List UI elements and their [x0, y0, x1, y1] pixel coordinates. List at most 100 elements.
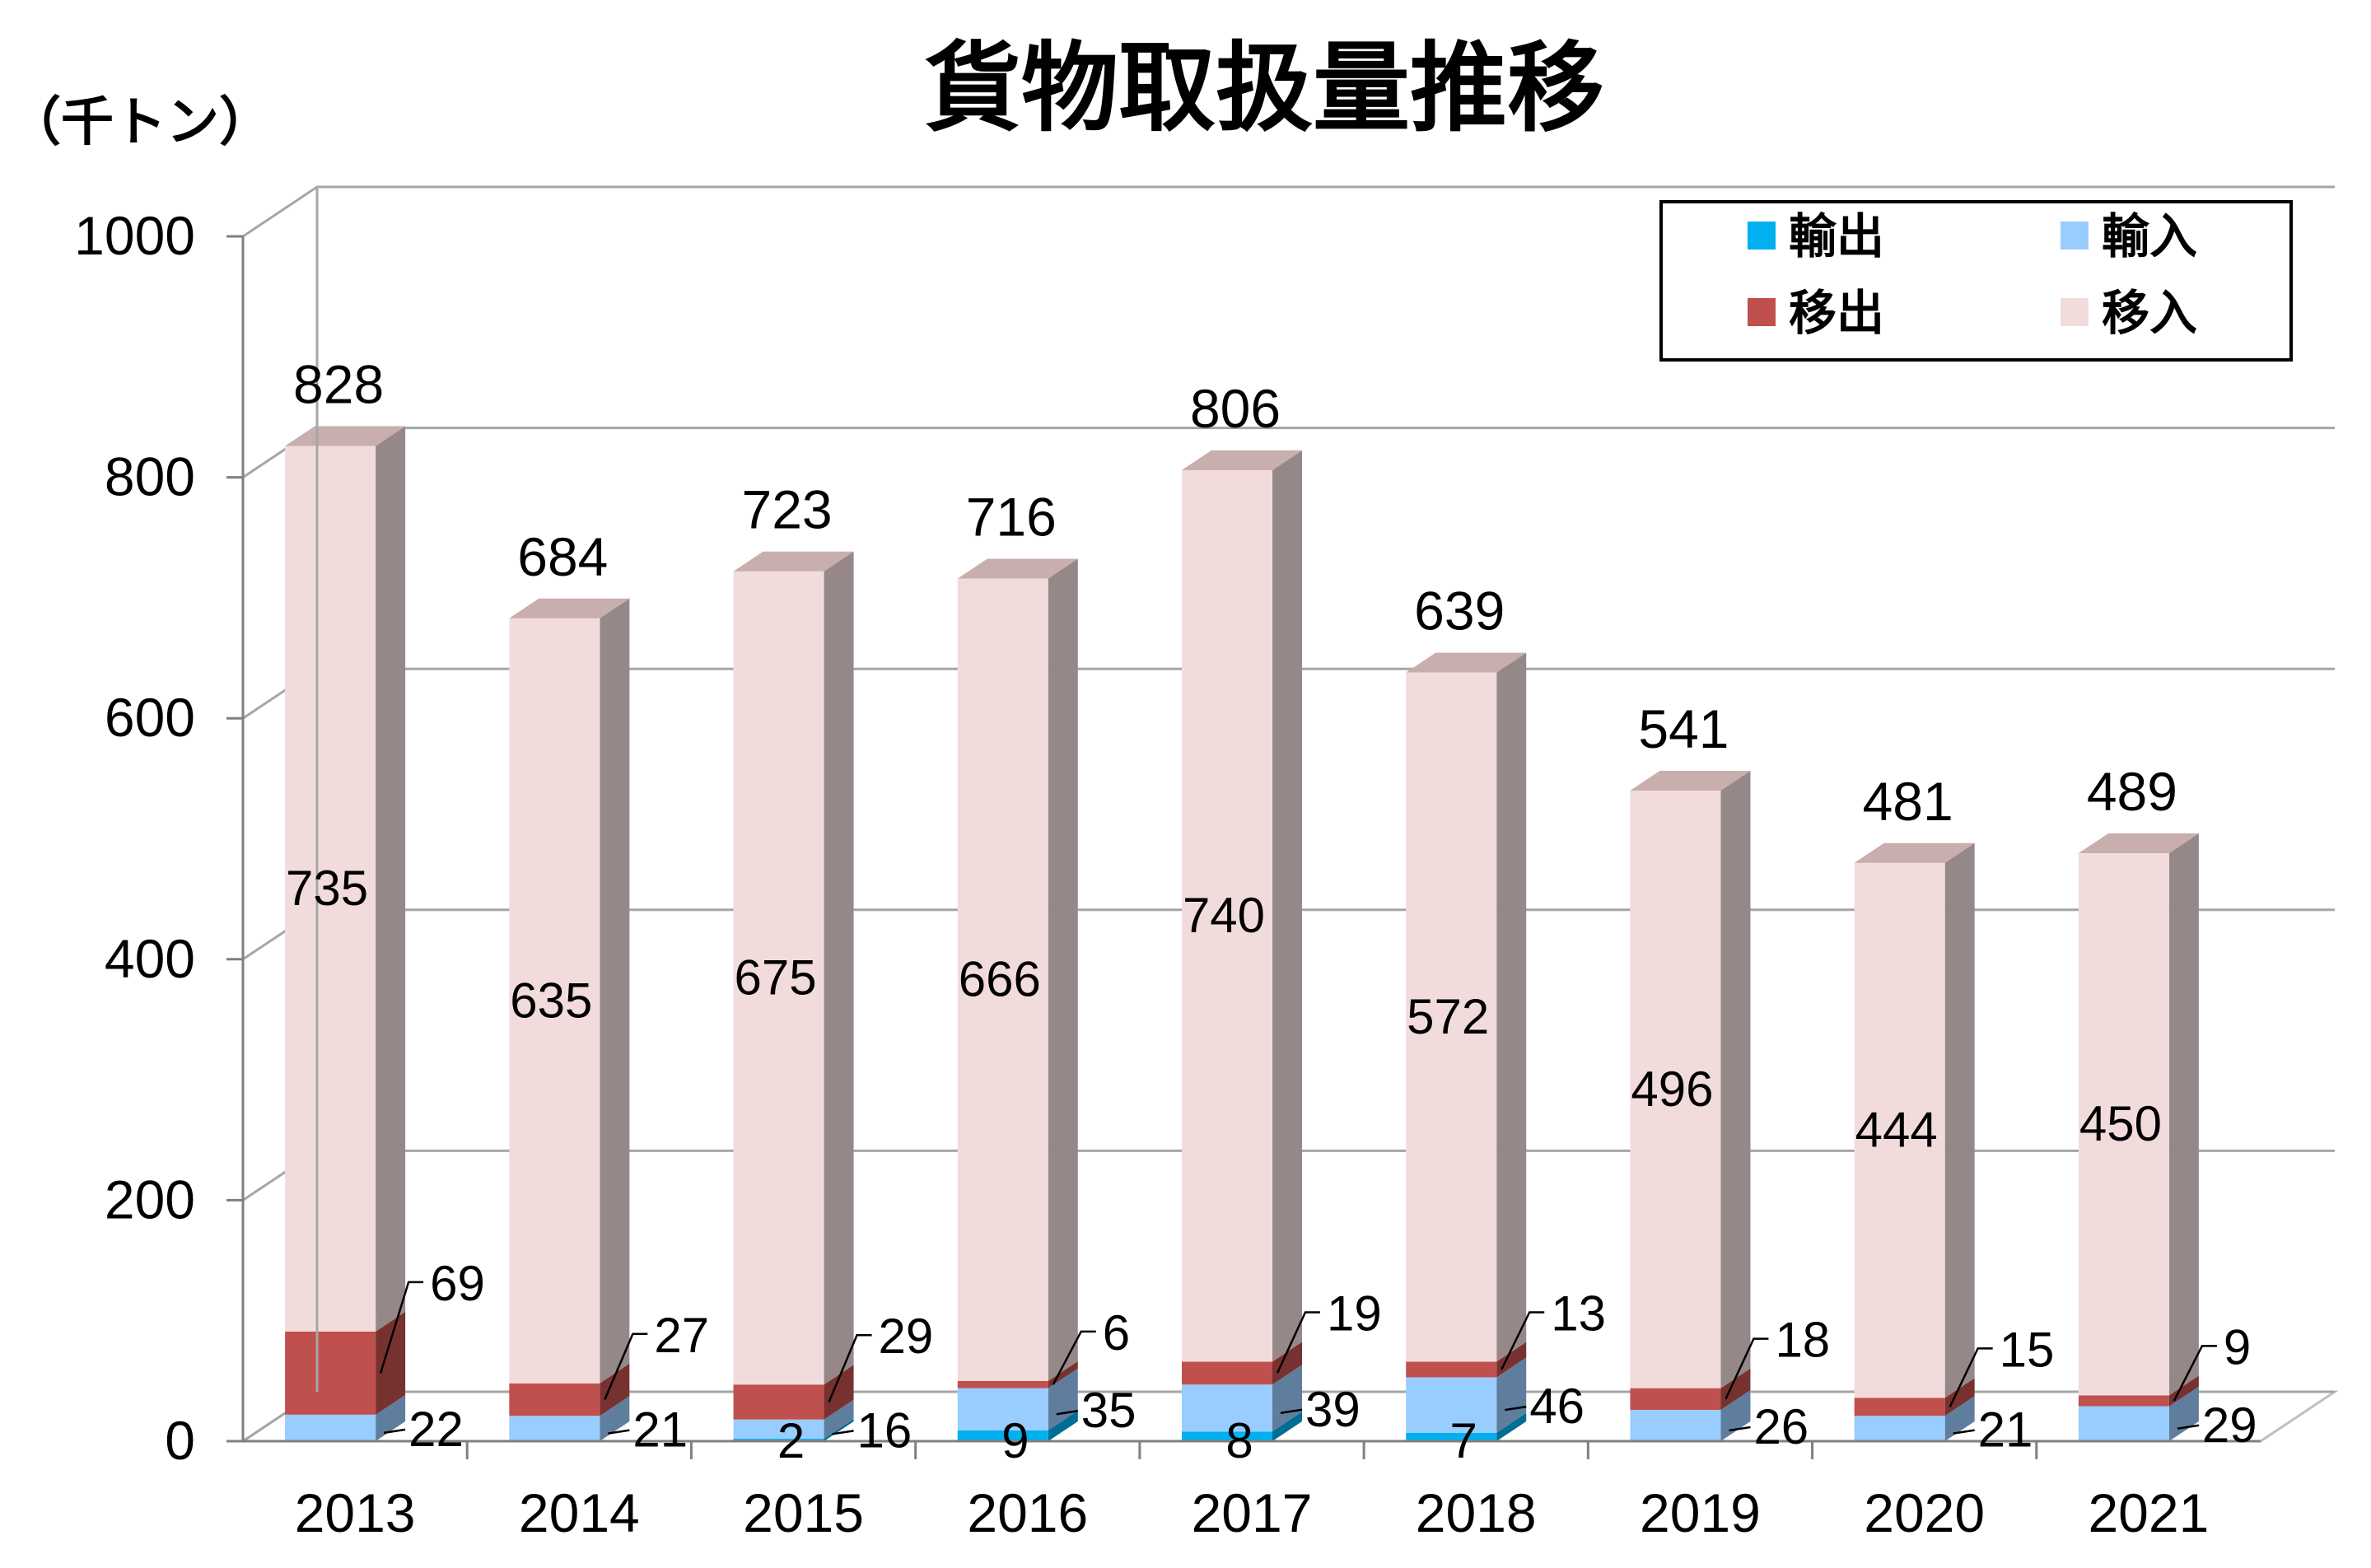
y-tick-label-200: 200 [105, 1169, 195, 1230]
bar-2017-top [1182, 450, 1302, 470]
leader-2017-import [1280, 1408, 1303, 1415]
bar-2021 [2078, 833, 2199, 1441]
legend-label-1: 輸出 [1789, 208, 1884, 264]
bar-2018---side [1496, 652, 1527, 1362]
bar-2014 [509, 598, 630, 1441]
bar-2019-- [1630, 1409, 1721, 1441]
bar-2018---side [1496, 1357, 1527, 1433]
bar-2013---side [376, 1311, 406, 1415]
bar-2013 [285, 426, 406, 1441]
bar-2015-- [733, 1384, 824, 1420]
bar-2014-top [509, 598, 630, 618]
bar-2020-- [1854, 1398, 1945, 1416]
bar-2014---side [600, 598, 630, 1384]
bar-2016-top [957, 558, 1078, 579]
total-label-2016: 716 [966, 486, 1057, 547]
label-2017-export: 8 [1225, 1413, 1253, 1468]
bar-2014-- [509, 1383, 600, 1416]
label-2017-outbound-domestic: 19 [1327, 1286, 1382, 1341]
bar-2017-- [1182, 1361, 1272, 1385]
label-2016-import: 35 [1081, 1383, 1136, 1438]
leader-2014-outbound-domestic [604, 1332, 648, 1401]
bar-2016 [957, 558, 1078, 1441]
x-tick-label-2015: 2015 [743, 1482, 864, 1543]
bar-2021---side [2168, 1375, 2199, 1407]
bar-2015 [733, 551, 854, 1441]
legend-label-2: 輸入 [2102, 208, 2197, 264]
leader-2021-import [2177, 1424, 2200, 1430]
bar-2013---side [376, 1394, 406, 1441]
legend-swatch-3 [1748, 298, 1776, 326]
leader-2020-outbound-domestic [1949, 1347, 1993, 1407]
bar-2017 [1182, 450, 1302, 1441]
bar-2013-- [285, 1331, 376, 1415]
y-tick-label-800: 800 [105, 446, 195, 507]
bar-2020---side [1944, 1396, 1975, 1441]
bar-2015---side [824, 1365, 854, 1420]
total-label-2017: 806 [1190, 378, 1281, 439]
leader-2021-outbound-domestic [2173, 1345, 2217, 1402]
bar-2018-- [1406, 1432, 1497, 1441]
label-2013-outbound-domestic: 69 [430, 1256, 485, 1311]
label-2020-outbound-domestic: 15 [2000, 1322, 2055, 1377]
bar-2017---side [1272, 1342, 1302, 1385]
total-label-2014: 684 [517, 526, 608, 587]
bar-2016---side [1048, 558, 1078, 1381]
bar-2017-- [1182, 469, 1272, 1362]
label-2013-inbound-domestic: 735 [286, 861, 368, 916]
x-tick-label-2016: 2016 [967, 1482, 1088, 1543]
label-2014-outbound-domestic: 27 [654, 1308, 709, 1363]
bar-2020 [1854, 842, 1975, 1441]
bar-2018-- [1406, 1361, 1497, 1378]
y-tick-label-1000: 1000 [74, 205, 195, 266]
label-2018-outbound-domestic: 13 [1551, 1286, 1606, 1341]
x-tick-label-2013: 2013 [295, 1482, 416, 1543]
bar-2015---side [824, 551, 854, 1385]
x-tick-label-2021: 2021 [2088, 1482, 2209, 1543]
bar-2014-- [509, 618, 600, 1384]
bar-2018 [1406, 652, 1527, 1441]
total-label-2015: 723 [741, 479, 832, 540]
bar-2020---side [1944, 1378, 1975, 1416]
leader-2015-import [832, 1430, 854, 1435]
bar-2019---side [1720, 770, 1751, 1388]
bar-2016-- [957, 578, 1048, 1381]
total-label-2018: 639 [1414, 581, 1505, 642]
label-2020-import: 21 [1978, 1402, 2033, 1458]
y-axis-unit-label: （千トン） [8, 92, 272, 153]
total-label-2019: 541 [1638, 698, 1729, 759]
bar-2019 [1630, 770, 1751, 1441]
chart-title: 貨物取扱量推移 [924, 31, 1604, 145]
y-tick-label-400: 400 [105, 928, 195, 989]
bar-2017---side [1272, 450, 1302, 1362]
total-label-2021: 489 [2087, 761, 2177, 822]
bar-2021-- [2078, 1395, 2169, 1407]
legend-swatch-1 [1748, 222, 1776, 250]
leader-2013-outbound-domestic [379, 1281, 424, 1374]
bar-2013-- [285, 446, 376, 1332]
bar-2021-top [2078, 833, 2199, 854]
label-2019-import: 26 [1753, 1399, 1809, 1454]
bar-2018---side [1496, 1412, 1527, 1441]
label-2021-outbound-domestic: 9 [2224, 1319, 2251, 1374]
bar-2016-- [957, 1388, 1048, 1430]
label-2020-inbound-domestic: 444 [1855, 1103, 1938, 1158]
bar-2015---side [824, 1419, 854, 1441]
leader-2017-outbound-domestic [1276, 1311, 1320, 1374]
label-2014-inbound-domestic: 635 [510, 973, 592, 1028]
bar-2015-top [733, 551, 854, 572]
leader-2019-import [1729, 1426, 1751, 1432]
leader-2016-outbound-domestic [1052, 1330, 1096, 1385]
y-tick-label-0: 0 [165, 1410, 195, 1471]
label-2015-outbound-domestic: 29 [879, 1309, 934, 1364]
legend-label-4: 移入 [2102, 285, 2197, 341]
bar-2020-top [1854, 842, 1975, 863]
bar-2014---side [600, 1363, 630, 1416]
x-tick-label-2020: 2020 [1864, 1482, 1985, 1543]
bar-2018---side [1496, 1342, 1527, 1378]
data-labels: 8287356922684635272172367529162716666635… [286, 354, 2257, 1468]
leader-2016-import [1056, 1409, 1078, 1416]
y-tick-label-600: 600 [105, 687, 195, 748]
leader-2014-import [608, 1429, 630, 1435]
